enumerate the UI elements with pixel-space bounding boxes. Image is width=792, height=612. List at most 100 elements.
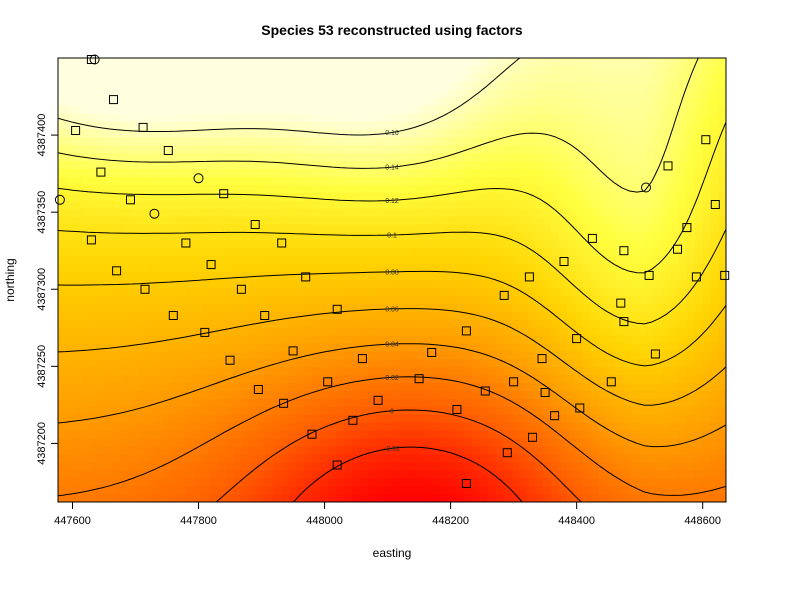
heat-cell (654, 248, 663, 257)
heat-cell (376, 454, 385, 463)
heat-cell (718, 97, 726, 107)
heat-cell (439, 478, 449, 487)
heat-cell (376, 121, 385, 130)
heat-cell (479, 137, 489, 146)
heat-cell (209, 113, 218, 123)
heat-cell (129, 97, 139, 107)
heat-cell (217, 438, 226, 448)
heat-cell (105, 446, 115, 456)
heat-cell (630, 200, 640, 210)
heat-cell (463, 272, 473, 281)
heat-cell (710, 73, 719, 83)
heat-cell (455, 295, 465, 305)
heat-cell (503, 89, 512, 99)
heat-cell (407, 375, 417, 384)
heat-cell (407, 398, 417, 408)
heat-cell (248, 375, 258, 384)
heat-cell (352, 486, 361, 495)
heat-cell (161, 232, 170, 241)
heat-cell (519, 391, 528, 400)
heat-cell (392, 105, 401, 115)
heat-cell (201, 462, 210, 471)
heat-cell (201, 272, 210, 281)
heat-cell (121, 446, 131, 456)
heat-cell (145, 256, 155, 265)
heat-cell (129, 264, 139, 273)
heat-cell (694, 295, 703, 305)
heat-cell (312, 383, 322, 392)
heat-cell (630, 129, 640, 138)
heat-cell (702, 391, 711, 400)
heat-cell (439, 438, 449, 448)
heat-cell (471, 287, 481, 297)
heat-cell (519, 81, 528, 91)
heat-cell (201, 208, 210, 218)
heat-cell (137, 73, 147, 83)
heat-cell (304, 216, 314, 226)
heat-cell (463, 248, 473, 257)
heat-cell (97, 129, 107, 138)
sample-square (236, 284, 246, 294)
heat-cell (654, 446, 663, 456)
heat-cell (662, 129, 671, 138)
heat-cell (384, 153, 393, 162)
heat-cell (582, 343, 592, 352)
heat-cell (225, 264, 234, 273)
heat-cell (463, 232, 473, 241)
heat-cell (654, 73, 663, 83)
heat-cell (145, 73, 155, 83)
heat-cell (543, 169, 552, 178)
heat-cell (121, 192, 131, 202)
heat-cell (423, 256, 433, 265)
heat-cell (256, 121, 266, 130)
heat-cell (81, 470, 91, 479)
heat-cell (630, 494, 640, 502)
heat-cell (646, 153, 656, 162)
heat-cell (232, 343, 242, 352)
sample-square (163, 146, 173, 155)
heat-cell (662, 391, 671, 400)
heat-cell (264, 319, 274, 329)
heat-cell (232, 232, 242, 241)
heat-cell (487, 295, 496, 305)
heat-cell (511, 454, 520, 463)
heat-cell (145, 113, 155, 123)
heat-cell (670, 200, 679, 210)
heat-cell (654, 145, 663, 154)
heat-cell (185, 232, 194, 241)
heat-cell (328, 280, 337, 289)
heat-cell (423, 137, 433, 146)
heat-cell (217, 65, 226, 75)
heat-cell (598, 367, 608, 376)
heat-cell (344, 264, 353, 273)
heat-cell (352, 287, 361, 297)
heat-cell (376, 184, 385, 194)
heat-cell (177, 272, 186, 281)
heat-cell (718, 208, 726, 218)
heat-cell (503, 129, 512, 138)
heat-cell (463, 375, 473, 384)
heat-cell (487, 319, 496, 329)
heat-cell (399, 295, 409, 305)
heat-cell (384, 145, 393, 154)
heat-cell (368, 406, 377, 416)
heat-cell (574, 121, 584, 130)
heat-cell (407, 438, 417, 448)
heat-cell (312, 351, 322, 360)
sample-square (710, 200, 720, 209)
heat-cell (58, 438, 67, 448)
heat-cell (89, 280, 99, 289)
heat-cell (320, 176, 329, 186)
heat-cell (320, 105, 329, 115)
heat-cell (479, 375, 489, 384)
heat-cell (630, 121, 640, 130)
heat-cell (320, 145, 329, 154)
heat-cell (137, 375, 147, 384)
heat-cell (622, 486, 632, 495)
heat-cell (559, 176, 568, 186)
heat-cell (280, 446, 290, 456)
heat-cell (718, 169, 726, 178)
heat-cell (288, 89, 298, 99)
heat-cell (272, 105, 282, 115)
heat-cell (559, 486, 568, 495)
